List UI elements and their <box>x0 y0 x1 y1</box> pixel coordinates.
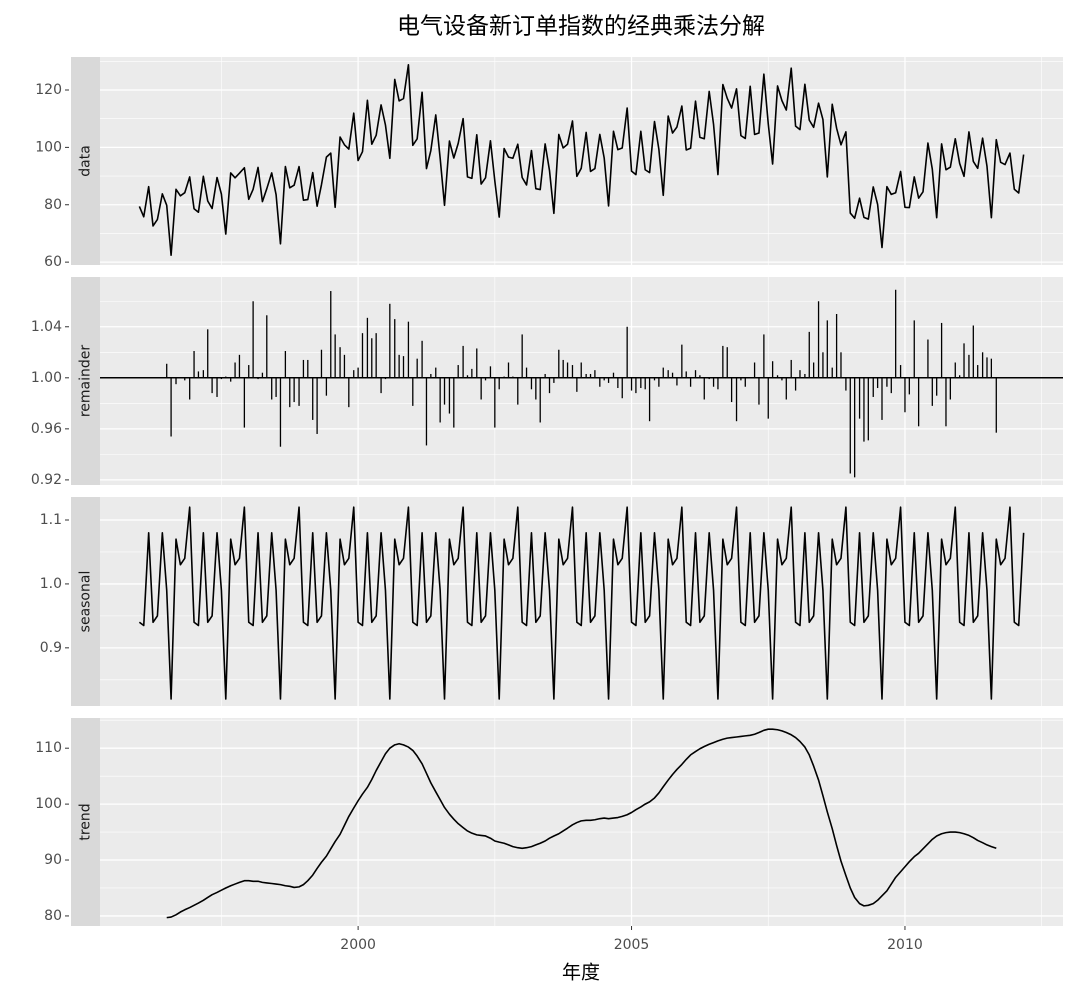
chart-title: 电气设备新订单指数的经典乘法分解 <box>397 14 765 40</box>
strip-label: trend <box>78 803 94 840</box>
y-tick-label: 1.04 <box>31 319 62 335</box>
y-tick-label: 80 <box>44 197 62 213</box>
y-tick-label: 0.9 <box>40 640 62 656</box>
series-line <box>166 728 997 919</box>
series-line <box>138 506 1025 700</box>
y-tick-label: 100 <box>35 796 62 812</box>
y-tick-label: 1.0 <box>40 576 62 592</box>
panel-background <box>100 497 1063 706</box>
strip <box>71 277 100 485</box>
panel-background <box>100 277 1063 485</box>
y-tick-label: 0.92 <box>31 472 62 488</box>
strip <box>71 57 100 265</box>
strip-label: seasonal <box>78 571 94 633</box>
y-tick-label: 60 <box>44 254 62 270</box>
y-tick-label: 110 <box>35 740 62 756</box>
x-axis-label: 年度 <box>562 962 600 984</box>
y-tick-label: 100 <box>35 139 62 155</box>
strip <box>71 718 100 926</box>
x-tick-label: 2000 <box>340 937 376 953</box>
y-tick-label: 1.1 <box>40 512 62 528</box>
y-tick-label: 80 <box>44 908 62 924</box>
panel-background <box>100 718 1063 926</box>
strip-label: data <box>78 145 94 177</box>
strip-label: remainder <box>78 345 94 418</box>
strip <box>71 497 100 706</box>
x-tick-label: 2005 <box>614 937 650 953</box>
y-tick-label: 0.96 <box>31 421 62 437</box>
y-tick-label: 120 <box>35 82 62 98</box>
y-tick-label: 90 <box>44 852 62 868</box>
x-tick-label: 2010 <box>887 937 923 953</box>
series-line <box>138 63 1025 257</box>
y-tick-label: 1.00 <box>31 370 62 386</box>
